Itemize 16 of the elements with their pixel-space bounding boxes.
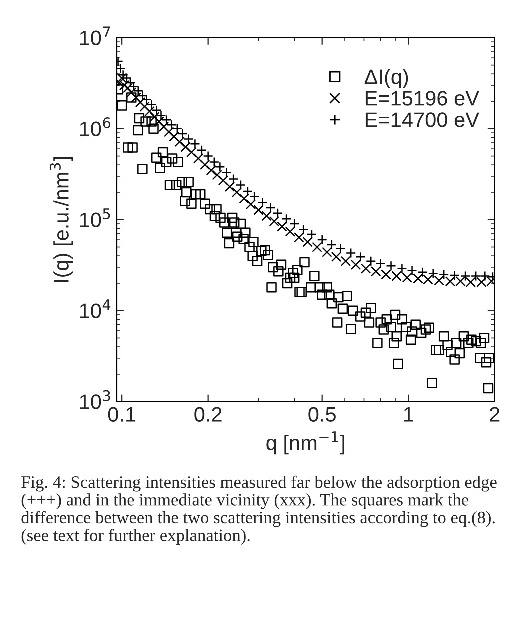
x-tick-label: 2 (490, 407, 500, 422)
x-tick-label: 0.1 (108, 407, 136, 422)
legend-label: E=15196 eV (366, 91, 480, 106)
legend-label: ΔI(q) (364, 69, 408, 88)
x-axis-title: q [nm$^{−1}$] (266, 432, 344, 455)
caption: Fig. 4: Scattering intensities measured far below the adsorption edge (+++) and in the immediate vicinity (xxx). The squares mark the difference between the two scattering intensities according to eq.(8). (see text for further explanation). (22, 476, 497, 545)
y-axis-title: I(q) [e.u./nm$^{3}$] (50, 157, 74, 282)
x-tick-label: 1 (404, 407, 414, 422)
y-tick-label: 10$^{5}$ (80, 208, 110, 228)
y-tick-label: 10$^{3}$ (80, 390, 110, 410)
y-tick-label: 10$^{7}$ (80, 26, 110, 46)
legend-label: E=14700 eV (366, 112, 480, 128)
y-tick-label: 10$^{4}$ (80, 300, 111, 318)
x-tick-label: 0.2 (194, 407, 222, 422)
x-tick-label: 0.5 (308, 407, 336, 422)
y-tick-label: 10$^{6}$ (80, 118, 111, 137)
